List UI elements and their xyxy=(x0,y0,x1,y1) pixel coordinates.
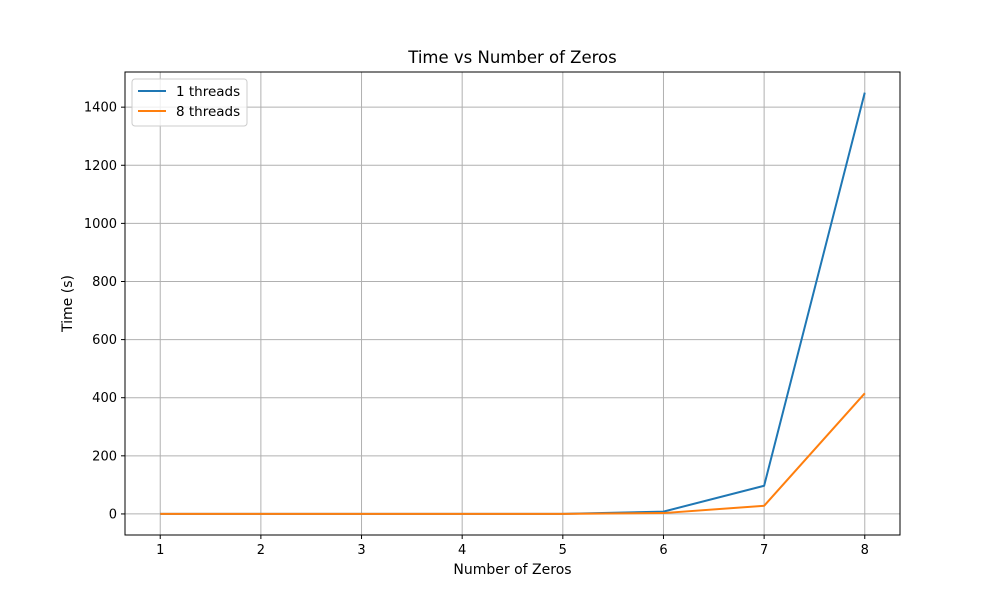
x-tick-label: 6 xyxy=(659,543,667,558)
legend-label-1-threads: 1 threads xyxy=(176,84,240,100)
series-line-8-threads xyxy=(160,392,866,515)
legend: 1 threads 8 threads xyxy=(131,78,248,127)
x-tick-label: 4 xyxy=(458,543,466,558)
y-tick-label: 400 xyxy=(92,391,117,406)
y-tick-label: 600 xyxy=(92,333,117,348)
x-axis-label: Number of Zeros xyxy=(453,562,571,578)
series-lines xyxy=(160,92,866,515)
legend-label-8-threads: 8 threads xyxy=(176,104,240,120)
axis-ticks: 1 2 3 4 5 6 7 8 0 200 400 600 800 1000 1200 1400 xyxy=(84,101,869,558)
x-tick-label: 5 xyxy=(559,543,567,558)
y-tick-label: 1400 xyxy=(84,101,117,116)
x-tick-label: 7 xyxy=(760,543,768,558)
y-axis-label: Time (s) xyxy=(60,275,76,333)
x-tick-label: 2 xyxy=(257,543,265,558)
y-tick-label: 200 xyxy=(92,449,117,464)
y-tick-label: 800 xyxy=(92,275,117,290)
y-tick-label: 1000 xyxy=(84,217,117,232)
x-tick-label: 8 xyxy=(861,543,869,558)
x-tick-label: 3 xyxy=(357,543,365,558)
x-tick-label: 1 xyxy=(156,543,164,558)
chart-title: Time vs Number of Zeros xyxy=(407,48,616,67)
y-tick-label: 0 xyxy=(109,507,117,522)
y-tick-label: 1200 xyxy=(84,159,117,174)
plot-area-frame xyxy=(124,71,901,536)
